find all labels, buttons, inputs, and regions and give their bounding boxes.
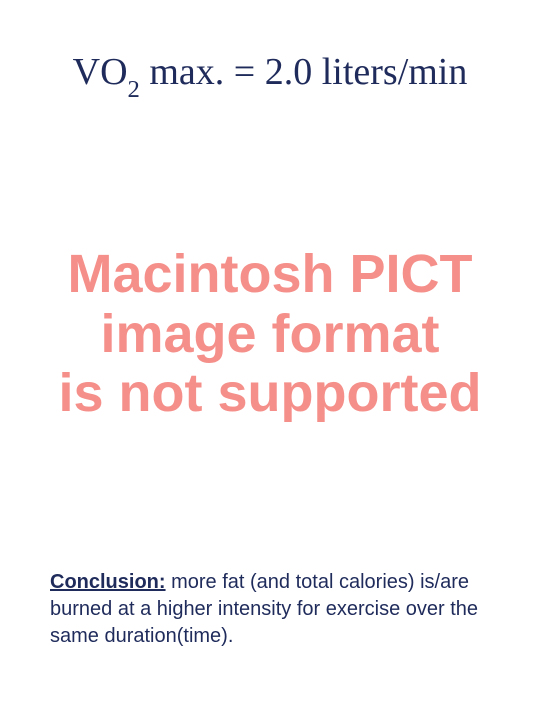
error-line-1: Macintosh PICT bbox=[67, 245, 472, 304]
title-suffix: max. = 2.0 liters/min bbox=[140, 51, 468, 93]
pict-error-block: Macintosh PICT image format is not suppo… bbox=[30, 150, 510, 519]
error-line-2: image format bbox=[100, 305, 439, 364]
conclusion-label: Conclusion: bbox=[50, 571, 166, 593]
slide-page: VO2 max. = 2.0 liters/min Macintosh PICT… bbox=[0, 0, 540, 720]
conclusion-paragraph: Conclusion: more fat (and total calories… bbox=[30, 569, 510, 680]
page-title: VO2 max. = 2.0 liters/min bbox=[30, 50, 510, 100]
title-subscript: 2 bbox=[128, 76, 140, 103]
title-prefix: VO bbox=[73, 51, 128, 93]
error-line-3: is not supported bbox=[59, 364, 482, 423]
